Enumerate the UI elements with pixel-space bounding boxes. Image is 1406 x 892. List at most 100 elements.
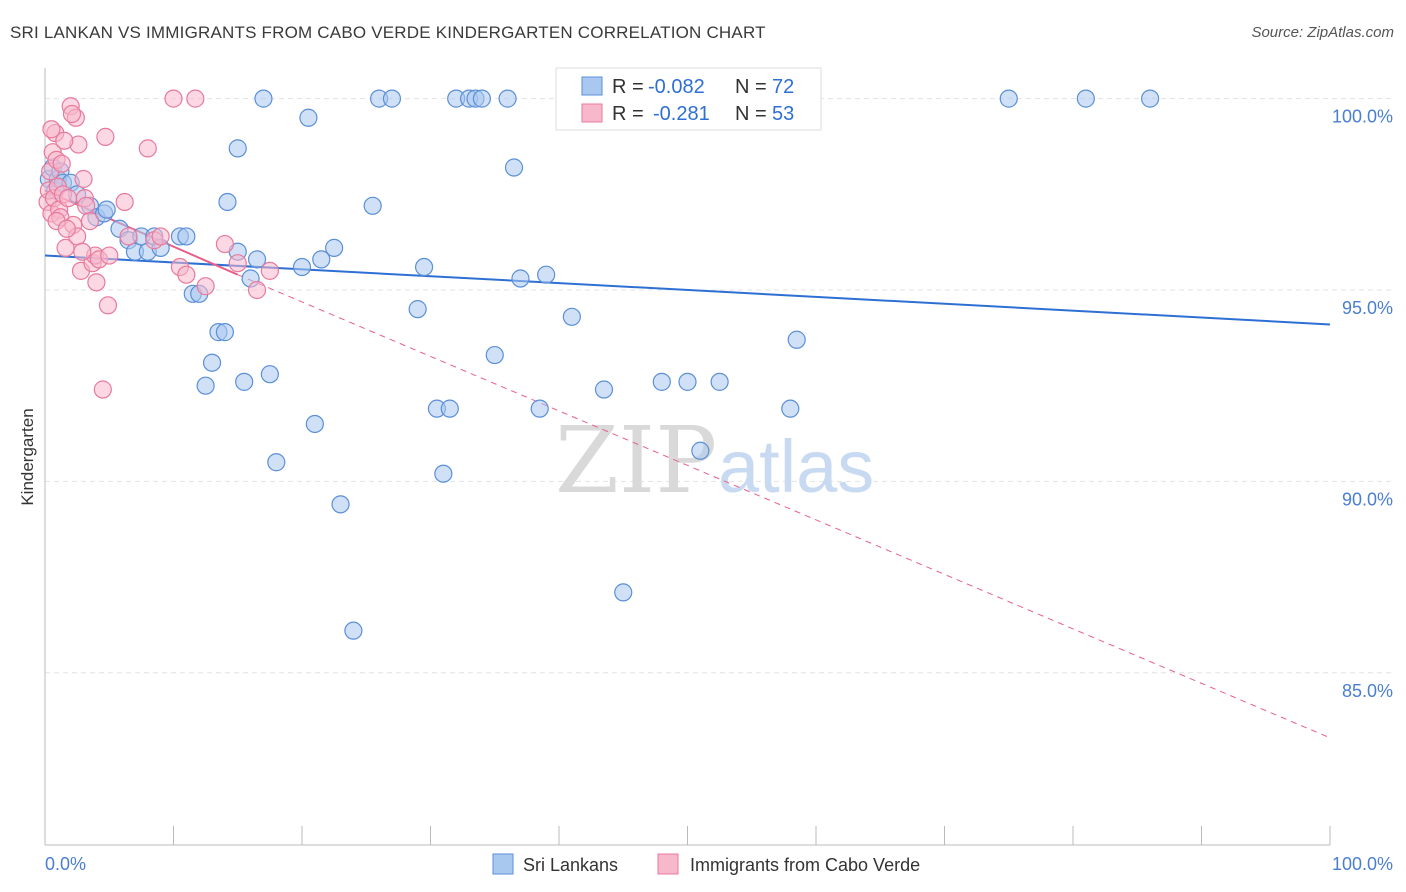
- point-cabo-verde: [164, 89, 183, 108]
- point-cabo-verde: [93, 380, 112, 399]
- point-sri-lankans: [215, 323, 234, 342]
- point-cabo-verde: [87, 273, 106, 292]
- point-sri-lankans: [999, 89, 1018, 108]
- data-points: [38, 89, 1160, 640]
- x-tick-label-min: 0.0%: [45, 854, 86, 874]
- point-sri-lankans: [344, 621, 363, 640]
- point-cabo-verde: [260, 261, 279, 280]
- point-sri-lankans: [472, 89, 491, 108]
- point-cabo-verde: [77, 196, 96, 215]
- point-sri-lankans: [485, 345, 504, 365]
- legend-label-cabo-verde: Immigrants from Cabo Verde: [690, 855, 920, 875]
- y-tick-label: 95.0%: [1342, 298, 1393, 318]
- point-cabo-verde: [96, 127, 115, 146]
- point-cabo-verde: [196, 277, 215, 296]
- stats-n-label-1: N =: [735, 76, 767, 98]
- point-sri-lankans: [1076, 89, 1095, 108]
- point-cabo-verde: [186, 89, 205, 108]
- point-cabo-verde: [98, 296, 118, 315]
- stats-r-label-2: R =: [612, 103, 644, 125]
- point-sri-lankans: [594, 380, 614, 399]
- point-sri-lankans: [235, 372, 254, 391]
- point-sri-lankans: [331, 495, 350, 514]
- axes: [44, 68, 1331, 846]
- point-cabo-verde: [119, 227, 138, 246]
- point-cabo-verde: [52, 154, 71, 173]
- point-cabo-verde: [215, 234, 234, 254]
- point-cabo-verde: [74, 169, 93, 189]
- point-sri-lankans: [382, 89, 402, 108]
- point-sri-lankans: [312, 250, 331, 269]
- stats-legend: R = -0.082 N = 72 R = -0.281 N = 53: [555, 67, 822, 131]
- x-tick-labels: 0.0% 100.0%: [45, 854, 1393, 874]
- point-sri-lankans: [511, 269, 530, 288]
- point-sri-lankans: [710, 372, 729, 391]
- point-sri-lankans: [434, 464, 453, 483]
- point-sri-lankans: [614, 583, 633, 602]
- series-legend: Sri Lankans Immigrants from Cabo Verde: [492, 853, 920, 875]
- point-sri-lankans: [498, 89, 517, 108]
- point-cabo-verde: [62, 104, 82, 124]
- point-sri-lankans: [305, 414, 324, 434]
- point-sri-lankans: [196, 376, 215, 395]
- point-sri-lankans: [228, 139, 247, 158]
- point-sri-lankans: [781, 399, 800, 418]
- y-tick-labels: 100.0% 95.0% 90.0% 85.0%: [1332, 107, 1393, 701]
- y-tick-label: 90.0%: [1342, 489, 1393, 509]
- point-cabo-verde: [42, 120, 61, 139]
- legend-swatch-sri-lankans: [492, 853, 514, 875]
- legend-swatch-cabo-verde: [657, 853, 679, 875]
- point-sri-lankans: [414, 257, 434, 277]
- point-sri-lankans: [292, 257, 312, 277]
- stats-r-value-2: -0.281: [653, 103, 710, 125]
- watermark: ZIP atlas: [555, 407, 874, 514]
- point-cabo-verde: [151, 227, 170, 246]
- point-sri-lankans: [678, 372, 697, 391]
- point-cabo-verde: [57, 219, 76, 238]
- y-axis-title: Kindergarten: [18, 408, 37, 505]
- point-sri-lankans: [1140, 89, 1160, 108]
- point-sri-lankans: [652, 372, 671, 391]
- point-sri-lankans: [504, 158, 524, 177]
- point-cabo-verde: [55, 131, 74, 150]
- point-sri-lankans: [325, 238, 344, 257]
- point-cabo-verde: [138, 139, 157, 158]
- point-sri-lankans: [691, 441, 710, 460]
- chart-title: SRI LANKAN VS IMMIGRANTS FROM CABO VERDE…: [10, 23, 766, 42]
- point-sri-lankans: [218, 192, 237, 212]
- watermark-zip: ZIP: [555, 407, 717, 514]
- point-sri-lankans: [787, 330, 806, 349]
- point-sri-lankans: [247, 250, 267, 269]
- point-sri-lankans: [562, 307, 581, 326]
- stats-n-value-1: 72: [772, 76, 794, 98]
- point-sri-lankans: [177, 227, 196, 246]
- x-tick-label-max: 100.0%: [1332, 854, 1393, 874]
- stats-n-value-2: 53: [772, 103, 794, 125]
- point-cabo-verde: [115, 192, 134, 212]
- y-tick-label: 100.0%: [1332, 107, 1393, 127]
- point-cabo-verde: [228, 254, 247, 273]
- point-sri-lankans: [363, 196, 382, 215]
- watermark-atlas: atlas: [718, 425, 874, 508]
- point-sri-lankans: [97, 200, 116, 219]
- point-sri-lankans: [202, 353, 222, 372]
- point-cabo-verde: [247, 280, 267, 300]
- source-label: Source: ZipAtlas.com: [1251, 24, 1394, 41]
- point-sri-lankans: [254, 89, 273, 108]
- y-tick-label: 85.0%: [1342, 681, 1393, 701]
- stats-r-label-1: R =: [612, 76, 644, 98]
- point-cabo-verde: [100, 246, 119, 265]
- point-cabo-verde: [73, 242, 92, 261]
- stats-n-label-2: N =: [735, 103, 767, 125]
- stats-r-value-1: -0.082: [648, 76, 705, 98]
- point-sri-lankans: [299, 108, 318, 127]
- point-cabo-verde: [59, 189, 78, 208]
- point-sri-lankans: [408, 300, 427, 319]
- stats-swatch-cabo-verde: [581, 103, 603, 123]
- point-cabo-verde: [177, 265, 196, 284]
- point-sri-lankans: [267, 453, 286, 472]
- legend-label-sri-lankans: Sri Lankans: [523, 855, 618, 875]
- point-sri-lankans: [440, 399, 459, 418]
- point-cabo-verde: [80, 212, 100, 231]
